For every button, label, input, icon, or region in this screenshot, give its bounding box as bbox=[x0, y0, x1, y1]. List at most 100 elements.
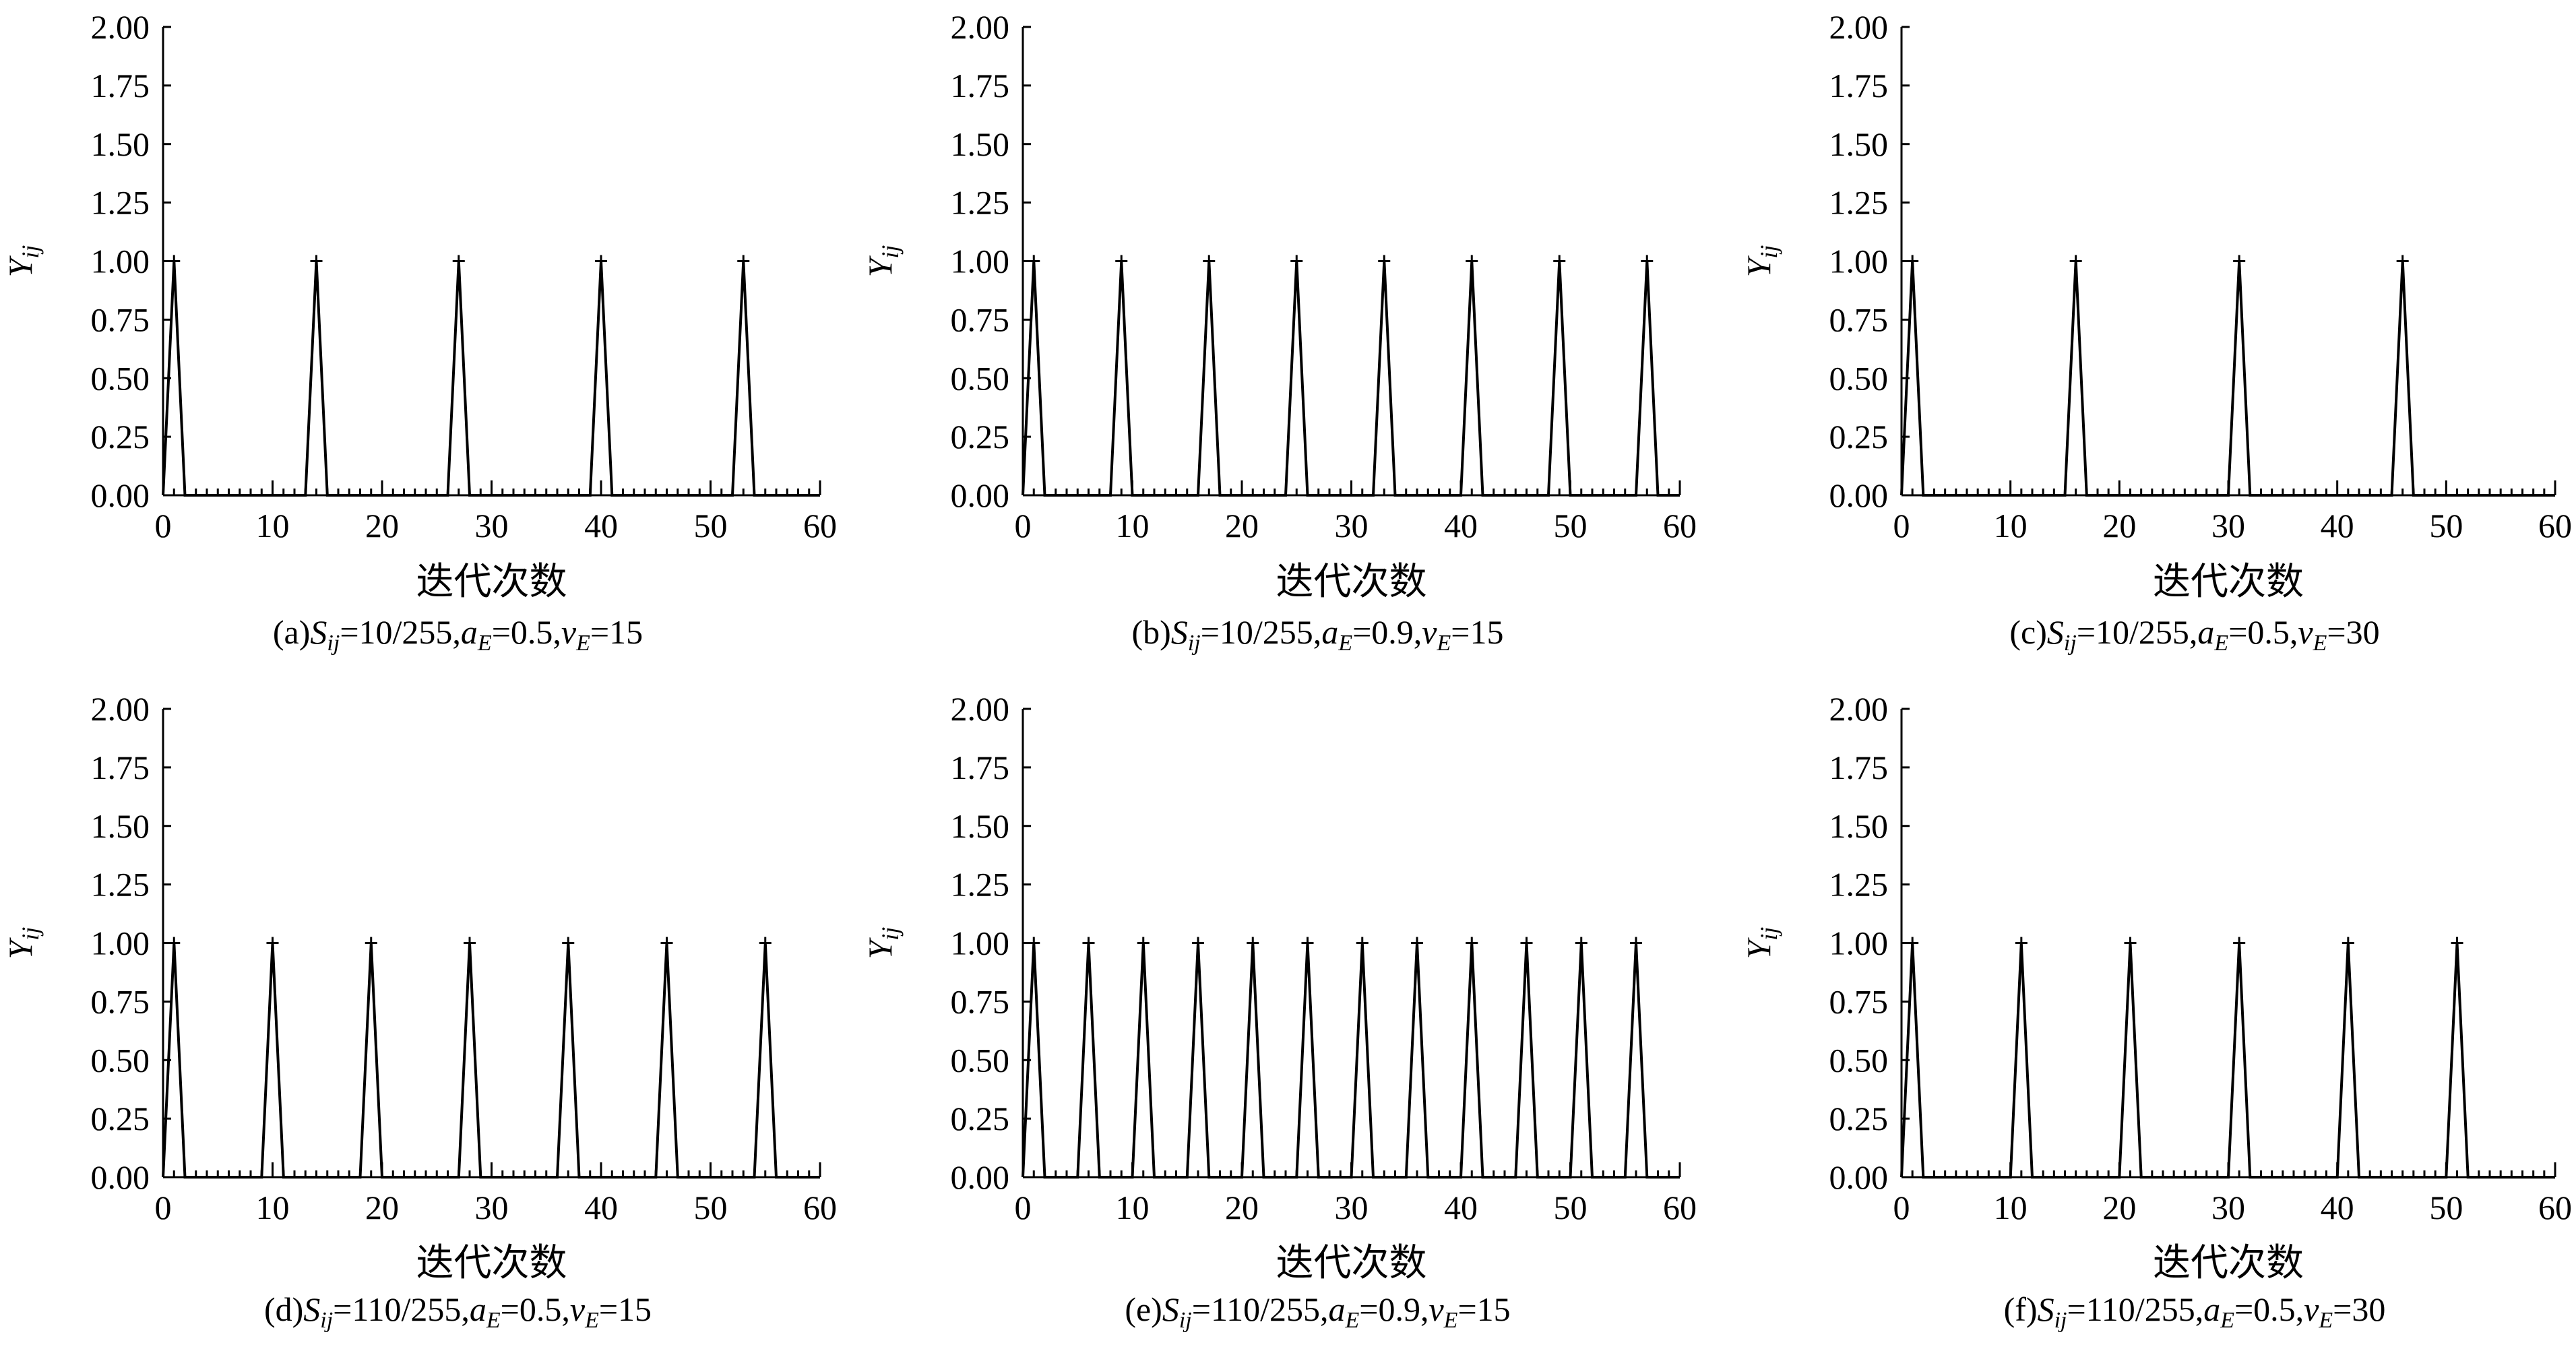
peak-marker bbox=[1356, 937, 1369, 949]
series-line bbox=[1022, 261, 1680, 497]
y-axis-title: Yij bbox=[1, 245, 44, 278]
panel-caption: (d)Sij=110/255,aE=0.5,vE=15 bbox=[264, 1290, 652, 1333]
y-tick-label: 1.00 bbox=[1829, 243, 1889, 280]
x-tick-label: 50 bbox=[2429, 507, 2463, 544]
peak-marker bbox=[1115, 255, 1128, 268]
y-tick-label: 1.25 bbox=[951, 184, 1010, 222]
x-tick-label: 40 bbox=[1444, 507, 1478, 544]
peak-marker bbox=[759, 937, 772, 949]
peak-marker bbox=[737, 255, 750, 268]
x-tick-label: 60 bbox=[2538, 1189, 2572, 1226]
x-tick-label: 20 bbox=[365, 507, 399, 544]
x-tick-label: 50 bbox=[2429, 1189, 2463, 1226]
x-tick-label: 60 bbox=[1663, 1189, 1697, 1226]
x-tick-label: 10 bbox=[1116, 507, 1150, 544]
chart-panel-e: 0.00 0.25 0.50 0.75 1.00 1.25 1.50 1.75 2.00 0 10 2… bbox=[861, 690, 1697, 1333]
peak-marker bbox=[2396, 255, 2409, 268]
series-line bbox=[162, 261, 820, 497]
y-tick-label: 1.50 bbox=[951, 807, 1010, 845]
peak-marker bbox=[1466, 255, 1478, 268]
y-axis-title: Yij bbox=[861, 927, 904, 960]
y-tick-label: 2.00 bbox=[951, 690, 1010, 728]
y-tick-label: 1.50 bbox=[91, 125, 150, 163]
x-tick-label: 10 bbox=[1994, 507, 2028, 544]
peak-marker bbox=[1301, 937, 1314, 949]
peak-marker bbox=[1137, 937, 1150, 949]
peak-marker bbox=[1906, 937, 1919, 949]
peak-marker bbox=[168, 937, 181, 949]
x-axis-title: 迭代次数 bbox=[416, 560, 567, 604]
x-tick-label: 20 bbox=[2102, 1189, 2136, 1226]
x-tick-label: 40 bbox=[2321, 1189, 2354, 1226]
y-axis-title: Yij bbox=[1740, 927, 1782, 960]
series-line bbox=[162, 943, 820, 1179]
peak-marker bbox=[1247, 937, 1259, 949]
peak-marker bbox=[1192, 937, 1204, 949]
y-tick-label: 1.25 bbox=[951, 866, 1010, 904]
y-tick-label: 1.50 bbox=[1829, 807, 1889, 845]
chart-panel-c: 0.00 0.25 0.50 0.75 1.00 1.25 1.50 1.75 2.00 0 10 2… bbox=[1740, 8, 2572, 656]
peak-marker bbox=[1082, 937, 1095, 949]
y-tick-label: 1.50 bbox=[951, 125, 1010, 163]
y-tick-label: 1.25 bbox=[91, 184, 150, 222]
peak-marker bbox=[2069, 255, 2082, 268]
peak-marker bbox=[1520, 937, 1533, 949]
y-tick-label: 1.00 bbox=[91, 243, 150, 280]
x-tick-label: 0 bbox=[155, 1189, 172, 1226]
x-tick-label: 10 bbox=[256, 1189, 290, 1226]
panel-caption: (e)Sij=110/255,aE=0.9,vE=15 bbox=[1125, 1290, 1510, 1333]
peak-marker bbox=[266, 937, 279, 949]
y-tick-label: 1.00 bbox=[951, 243, 1010, 280]
y-tick-label: 0.75 bbox=[91, 982, 150, 1020]
y-tick-label: 1.75 bbox=[951, 67, 1010, 104]
x-axis-title: 迭代次数 bbox=[416, 1241, 567, 1285]
peak-marker bbox=[2124, 937, 2137, 949]
x-tick-label: 20 bbox=[2102, 507, 2136, 544]
x-axis-title: 迭代次数 bbox=[1276, 560, 1427, 604]
peak-marker bbox=[464, 937, 476, 949]
y-tick-label: 0.75 bbox=[1829, 301, 1889, 338]
y-tick-label: 0.50 bbox=[91, 359, 150, 397]
peak-marker bbox=[1641, 255, 1654, 268]
x-tick-label: 0 bbox=[1893, 507, 1910, 544]
y-tick-label: 2.00 bbox=[951, 8, 1010, 46]
peak-marker bbox=[2233, 255, 2246, 268]
y-tick-label: 0.00 bbox=[91, 1158, 150, 1196]
peak-marker bbox=[2015, 937, 2028, 949]
peak-marker bbox=[1378, 255, 1391, 268]
y-tick-label: 1.50 bbox=[1829, 125, 1889, 163]
x-tick-label: 30 bbox=[2211, 1189, 2245, 1226]
x-tick-label: 0 bbox=[155, 507, 172, 544]
x-tick-label: 60 bbox=[803, 507, 837, 544]
y-tick-label: 0.75 bbox=[951, 982, 1010, 1020]
x-tick-label: 40 bbox=[2321, 507, 2354, 544]
y-tick-label: 2.00 bbox=[1829, 8, 1889, 46]
x-tick-label: 50 bbox=[1554, 507, 1588, 544]
panel-caption: (b)Sij=10/255,aE=0.9,vE=15 bbox=[1132, 613, 1504, 656]
x-tick-label: 0 bbox=[1015, 507, 1032, 544]
peak-marker bbox=[365, 937, 377, 949]
x-tick-label: 50 bbox=[694, 1189, 728, 1226]
peak-marker bbox=[660, 937, 673, 949]
x-axis-title: 迭代次数 bbox=[2153, 560, 2304, 604]
y-tick-label: 0.50 bbox=[91, 1041, 150, 1079]
panel-caption: (c)Sij=10/255,aE=0.5,vE=30 bbox=[2009, 613, 2379, 656]
x-tick-label: 10 bbox=[1116, 1189, 1150, 1226]
y-tick-label: 0.75 bbox=[1829, 982, 1889, 1020]
x-tick-label: 0 bbox=[1893, 1189, 1910, 1226]
y-tick-label: 1.00 bbox=[951, 924, 1010, 962]
y-tick-label: 1.75 bbox=[91, 67, 150, 104]
peak-marker bbox=[310, 255, 323, 268]
x-tick-label: 20 bbox=[1225, 507, 1259, 544]
x-tick-label: 30 bbox=[1335, 1189, 1369, 1226]
y-axis-title: Yij bbox=[1740, 245, 1782, 278]
peak-marker bbox=[595, 255, 607, 268]
peak-marker bbox=[1411, 937, 1423, 949]
y-tick-label: 0.00 bbox=[1829, 476, 1889, 514]
x-tick-label: 40 bbox=[1444, 1189, 1478, 1226]
peak-marker bbox=[1630, 937, 1642, 949]
y-tick-label: 0.50 bbox=[1829, 359, 1889, 397]
y-tick-label: 1.50 bbox=[91, 807, 150, 845]
peak-marker bbox=[1575, 937, 1588, 949]
y-tick-label: 0.25 bbox=[1829, 418, 1889, 456]
